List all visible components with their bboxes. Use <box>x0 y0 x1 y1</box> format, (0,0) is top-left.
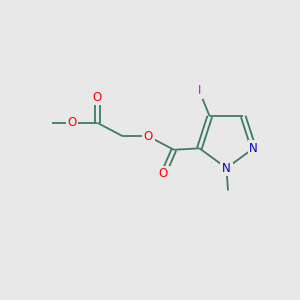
Text: N: N <box>249 142 258 155</box>
Text: O: O <box>93 91 102 104</box>
Text: O: O <box>67 116 76 129</box>
Text: N: N <box>222 161 231 175</box>
Text: O: O <box>144 130 153 143</box>
Text: I: I <box>198 84 201 98</box>
Text: O: O <box>159 167 168 180</box>
